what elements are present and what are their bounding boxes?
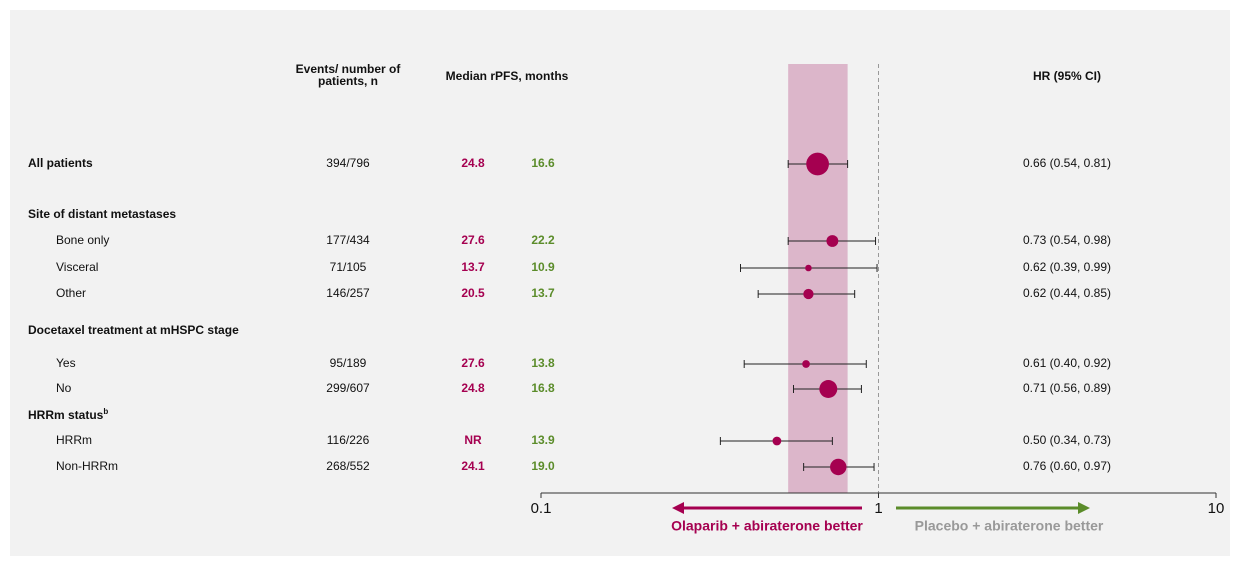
hr-label: 0.71 (0.56, 0.89) xyxy=(1023,381,1111,395)
group-title: Docetaxel treatment at mHSPC stage xyxy=(28,323,239,337)
left-label: Olaparib + abiraterone better xyxy=(671,518,863,534)
column-header: Events/ number of patients, n xyxy=(296,62,402,88)
median-placebo: 22.2 xyxy=(531,233,555,247)
hr-marker xyxy=(805,264,812,272)
median-placebo: 16.8 xyxy=(531,381,555,395)
row-label: Other xyxy=(56,286,86,300)
hr-label: 0.73 (0.54, 0.98) xyxy=(1023,233,1111,247)
group-title-text: Docetaxel treatment at mHSPC stage xyxy=(28,323,239,337)
row-label: Visceral xyxy=(56,260,98,274)
row-label: Yes xyxy=(56,356,76,370)
panel xyxy=(10,10,1230,556)
hr-label: 0.76 (0.60, 0.97) xyxy=(1023,459,1111,473)
group-title-text: HRRm status xyxy=(28,408,104,422)
column-header-line: Events/ number of xyxy=(296,62,402,76)
hr-marker xyxy=(830,458,847,476)
median-placebo: 13.9 xyxy=(531,433,555,447)
median-olaparib: 13.7 xyxy=(461,260,485,274)
column-header: Median rPFS, months xyxy=(446,69,569,83)
hr-marker xyxy=(826,235,839,247)
hr-label: 0.66 (0.54, 0.81) xyxy=(1023,156,1111,170)
row-label: All patients xyxy=(28,156,93,170)
hr-marker xyxy=(819,380,838,398)
median-olaparib: 24.1 xyxy=(461,459,485,473)
median-placebo: 16.6 xyxy=(531,156,555,170)
events: 146/257 xyxy=(326,286,370,300)
x-tick-label: 0.1 xyxy=(531,500,552,517)
events: 177/434 xyxy=(326,233,370,247)
group-title-text: Site of distant metastases xyxy=(28,207,176,221)
events: 95/189 xyxy=(330,356,367,370)
overall-ci-band xyxy=(788,64,848,493)
median-placebo: 10.9 xyxy=(531,260,555,274)
right-arrowhead xyxy=(1078,502,1090,514)
row-label: Non-HRRm xyxy=(56,459,118,473)
median-olaparib: NR xyxy=(464,433,482,447)
right-label: Placebo + abiraterone better xyxy=(915,518,1104,534)
median-olaparib: 24.8 xyxy=(461,381,485,395)
hr-label: 0.61 (0.40, 0.92) xyxy=(1023,356,1111,370)
hr-label: 0.62 (0.44, 0.85) xyxy=(1023,286,1111,300)
median-olaparib: 20.5 xyxy=(461,286,485,300)
median-olaparib: 27.6 xyxy=(461,356,485,370)
events: 116/226 xyxy=(327,433,370,447)
hr-label: 0.62 (0.39, 0.99) xyxy=(1023,260,1111,274)
median-placebo: 19.0 xyxy=(531,459,555,473)
x-tick-label: 1 xyxy=(874,500,882,517)
group-title: HRRm statusb xyxy=(28,407,108,422)
events: 71/105 xyxy=(330,260,367,274)
hr-marker xyxy=(772,436,782,446)
group-title-superscript: b xyxy=(103,407,108,416)
x-tick-label: 10 xyxy=(1208,500,1225,517)
group-title: Site of distant metastases xyxy=(28,207,176,221)
hr-marker xyxy=(803,288,814,300)
median-olaparib: 27.6 xyxy=(461,233,485,247)
row-label: No xyxy=(56,381,72,395)
left-arrowhead xyxy=(672,502,684,514)
hr-marker xyxy=(802,360,810,368)
column-header-line: patients, n xyxy=(318,74,378,88)
row-label: HRRm xyxy=(56,433,92,447)
events: 268/552 xyxy=(326,459,370,473)
column-header: HR (95% CI) xyxy=(1033,69,1101,83)
row-label: Bone only xyxy=(56,233,109,247)
hr-label: 0.50 (0.34, 0.73) xyxy=(1023,433,1111,447)
median-olaparib: 24.8 xyxy=(461,156,485,170)
events: 394/796 xyxy=(326,156,370,170)
hr-marker xyxy=(806,152,829,176)
events: 299/607 xyxy=(326,381,370,395)
median-placebo: 13.8 xyxy=(531,356,555,370)
median-placebo: 13.7 xyxy=(531,286,555,300)
